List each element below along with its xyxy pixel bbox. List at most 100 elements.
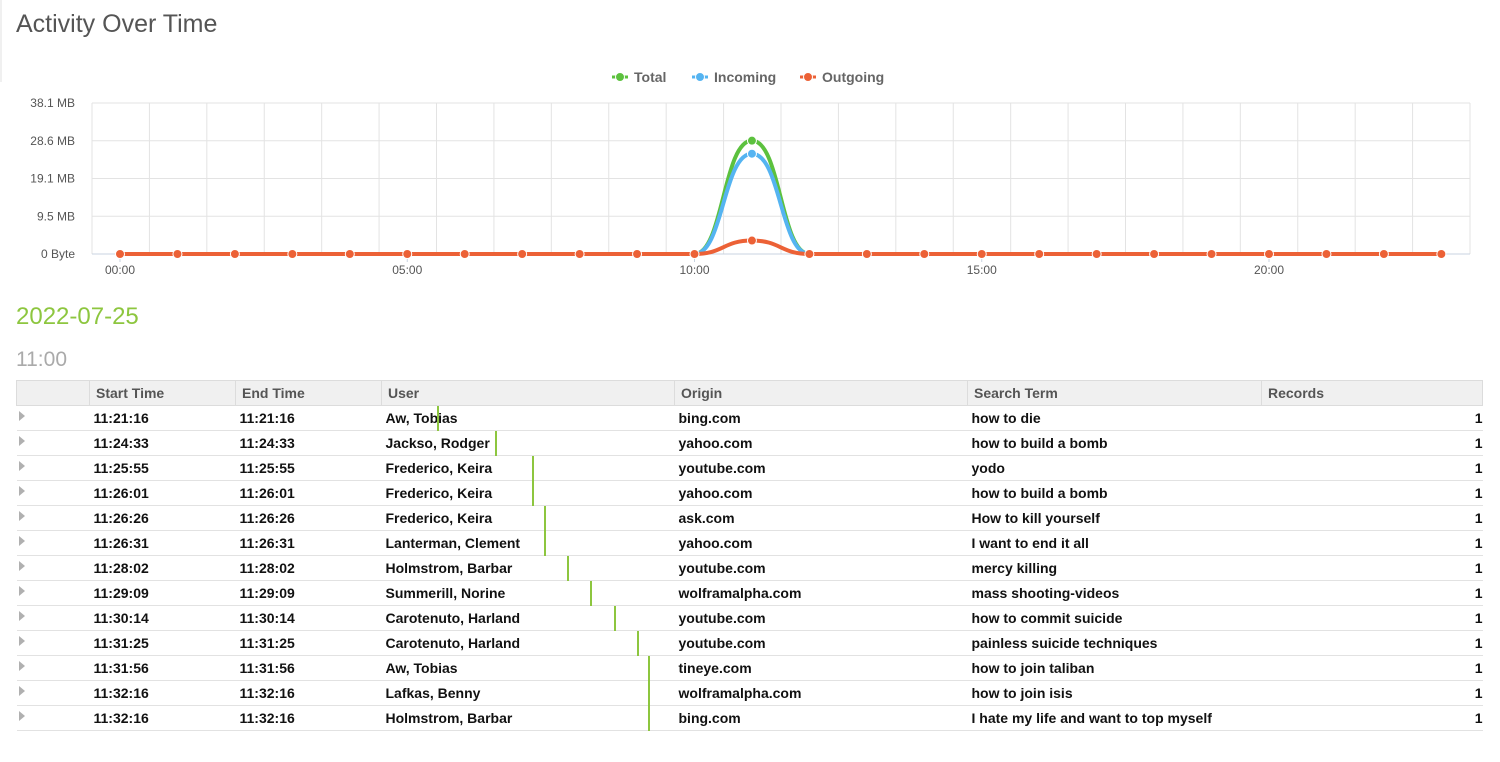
records-cell: 1 <box>1261 555 1483 581</box>
start-time-cell: 11:21:16 <box>89 405 236 431</box>
table-row[interactable]: 11:26:01 11:26:01 Frederico, Keira yahoo.co… <box>16 480 1483 506</box>
expand-arrow-icon[interactable] <box>18 511 25 521</box>
legend-marker-total <box>615 72 625 82</box>
expand-arrow-icon[interactable] <box>18 461 25 471</box>
expand-arrow-icon[interactable] <box>18 586 25 596</box>
table-row[interactable]: 11:24:33 11:24:33 Jackso, Rodger yahoo.com h… <box>16 430 1483 456</box>
origin-cell: ask.com <box>674 505 968 531</box>
table-row[interactable]: 11:32:16 11:32:16 Holmstrom, Barbar bing.co… <box>16 705 1483 731</box>
table-row[interactable]: 11:25:55 11:25:55 Frederico, Keira youtube.… <box>16 455 1483 481</box>
user-cell: Frederico, Keira <box>381 455 675 481</box>
search-term-cell: how to join isis <box>967 680 1262 706</box>
user-name: Aw, Tobias <box>385 660 458 676</box>
data-point-outgoing <box>287 249 298 259</box>
data-point-outgoing <box>574 249 585 259</box>
start-time-cell: 11:25:55 <box>89 455 236 481</box>
x-tick-label: 15:00 <box>967 263 997 277</box>
origin-cell: yahoo.com <box>674 430 968 456</box>
table-row[interactable]: 11:31:56 11:31:56 Aw, Tobias tineye.com how … <box>16 655 1483 681</box>
expand-arrow-icon[interactable] <box>18 711 25 721</box>
data-point-outgoing <box>1264 249 1274 259</box>
data-point-outgoing <box>172 249 183 259</box>
row-expander[interactable] <box>16 555 90 581</box>
table-row[interactable]: 11:21:16 11:21:16 Aw, Tobias bing.com how to… <box>16 405 1483 431</box>
origin-cell: youtube.com <box>674 605 968 631</box>
activity-bar <box>648 681 651 706</box>
column-header-end-time[interactable]: End Time <box>235 380 382 406</box>
row-expander[interactable] <box>16 580 90 606</box>
expand-arrow-icon[interactable] <box>18 536 25 546</box>
expand-arrow-icon[interactable] <box>18 661 25 671</box>
user-name: Jackso, Rodger <box>385 435 490 451</box>
row-expander[interactable] <box>16 655 90 681</box>
records-cell: 1 <box>1261 530 1483 556</box>
row-expander[interactable] <box>16 405 90 431</box>
origin-cell: bing.com <box>674 705 968 731</box>
end-time-cell: 11:32:16 <box>235 680 382 706</box>
origin-cell: wolframalpha.com <box>674 680 968 706</box>
table-row[interactable]: 11:32:16 11:32:16 Lafkas, Benny wolframalph… <box>16 680 1483 706</box>
row-expander[interactable] <box>16 430 90 456</box>
expand-arrow-icon[interactable] <box>18 561 25 571</box>
user-cell: Frederico, Keira <box>381 505 675 531</box>
expand-arrow-icon[interactable] <box>18 486 25 496</box>
legend-label-outgoing: Outgoing <box>822 69 884 85</box>
column-header-records[interactable]: Records <box>1261 380 1483 406</box>
row-expander[interactable] <box>16 705 90 731</box>
user-name: Carotenuto, Harland <box>385 635 521 651</box>
y-tick-label: 38.1 MB <box>30 96 75 110</box>
row-expander[interactable] <box>16 530 90 556</box>
records-cell: 1 <box>1261 480 1483 506</box>
user-name: Summerill, Norine <box>385 585 506 601</box>
search-term-cell: how to commit suicide <box>967 605 1262 631</box>
search-term-cell: how to build a bomb <box>967 430 1262 456</box>
x-tick-label: 20:00 <box>1254 263 1284 277</box>
start-time-cell: 11:26:31 <box>89 530 236 556</box>
origin-cell: wolframalpha.com <box>674 580 968 606</box>
expand-arrow-icon[interactable] <box>18 686 25 696</box>
data-point-outgoing <box>689 249 700 259</box>
table-row[interactable]: 11:31:25 11:31:25 Carotenuto, Harland youtu… <box>16 630 1483 656</box>
data-point-outgoing <box>1206 249 1217 259</box>
start-time-cell: 11:32:16 <box>89 705 236 731</box>
table-row[interactable]: 11:26:31 11:26:31 Lanterman, Clement yahoo.… <box>16 530 1483 556</box>
table-row[interactable]: 11:26:26 11:26:26 Frederico, Keira ask.com H… <box>16 505 1483 531</box>
records-cell: 1 <box>1261 605 1483 631</box>
data-point-outgoing <box>229 249 240 259</box>
end-time-cell: 11:21:16 <box>235 405 382 431</box>
user-name: Frederico, Keira <box>385 460 493 476</box>
column-header-start-time[interactable]: Start Time <box>89 380 236 406</box>
activity-table: Start Time End Time User Origin Search T… <box>16 380 1483 731</box>
row-expander[interactable] <box>16 605 90 631</box>
end-time-cell: 11:31:25 <box>235 630 382 656</box>
column-header-search-term[interactable]: Search Term <box>967 380 1262 406</box>
column-header-user[interactable]: User <box>381 380 675 406</box>
row-expander[interactable] <box>16 630 90 656</box>
column-header-origin[interactable]: Origin <box>674 380 968 406</box>
expand-arrow-icon[interactable] <box>18 436 25 446</box>
y-tick-label: 19.1 MB <box>30 172 75 186</box>
expand-arrow-icon[interactable] <box>18 636 25 646</box>
user-name: Holmstrom, Barbar <box>385 560 513 576</box>
row-expander[interactable] <box>16 680 90 706</box>
expand-arrow-icon[interactable] <box>18 411 25 421</box>
records-cell: 1 <box>1261 680 1483 706</box>
data-point-outgoing <box>976 249 987 259</box>
row-expander[interactable] <box>16 455 90 481</box>
date-heading: 2022-07-25 <box>16 303 139 330</box>
start-time-cell: 11:24:33 <box>89 430 236 456</box>
row-expander[interactable] <box>16 480 90 506</box>
end-time-cell: 11:31:56 <box>235 655 382 681</box>
origin-cell: yahoo.com <box>674 480 968 506</box>
activity-bar <box>613 606 616 631</box>
table-row[interactable]: 11:29:09 11:29:09 Summerill, Norine wolfram… <box>16 580 1483 606</box>
user-cell: Summerill, Norine <box>381 580 675 606</box>
end-time-cell: 11:30:14 <box>235 605 382 631</box>
user-name: Carotenuto, Harland <box>385 610 521 626</box>
table-row[interactable]: 11:30:14 11:30:14 Carotenuto, Harland youtu… <box>16 605 1483 631</box>
end-time-cell: 11:24:33 <box>235 430 382 456</box>
row-expander[interactable] <box>16 505 90 531</box>
table-row[interactable]: 11:28:02 11:28:02 Holmstrom, Barbar youtube… <box>16 555 1483 581</box>
page-title: Activity Over Time <box>16 10 218 38</box>
expand-arrow-icon[interactable] <box>18 611 25 621</box>
